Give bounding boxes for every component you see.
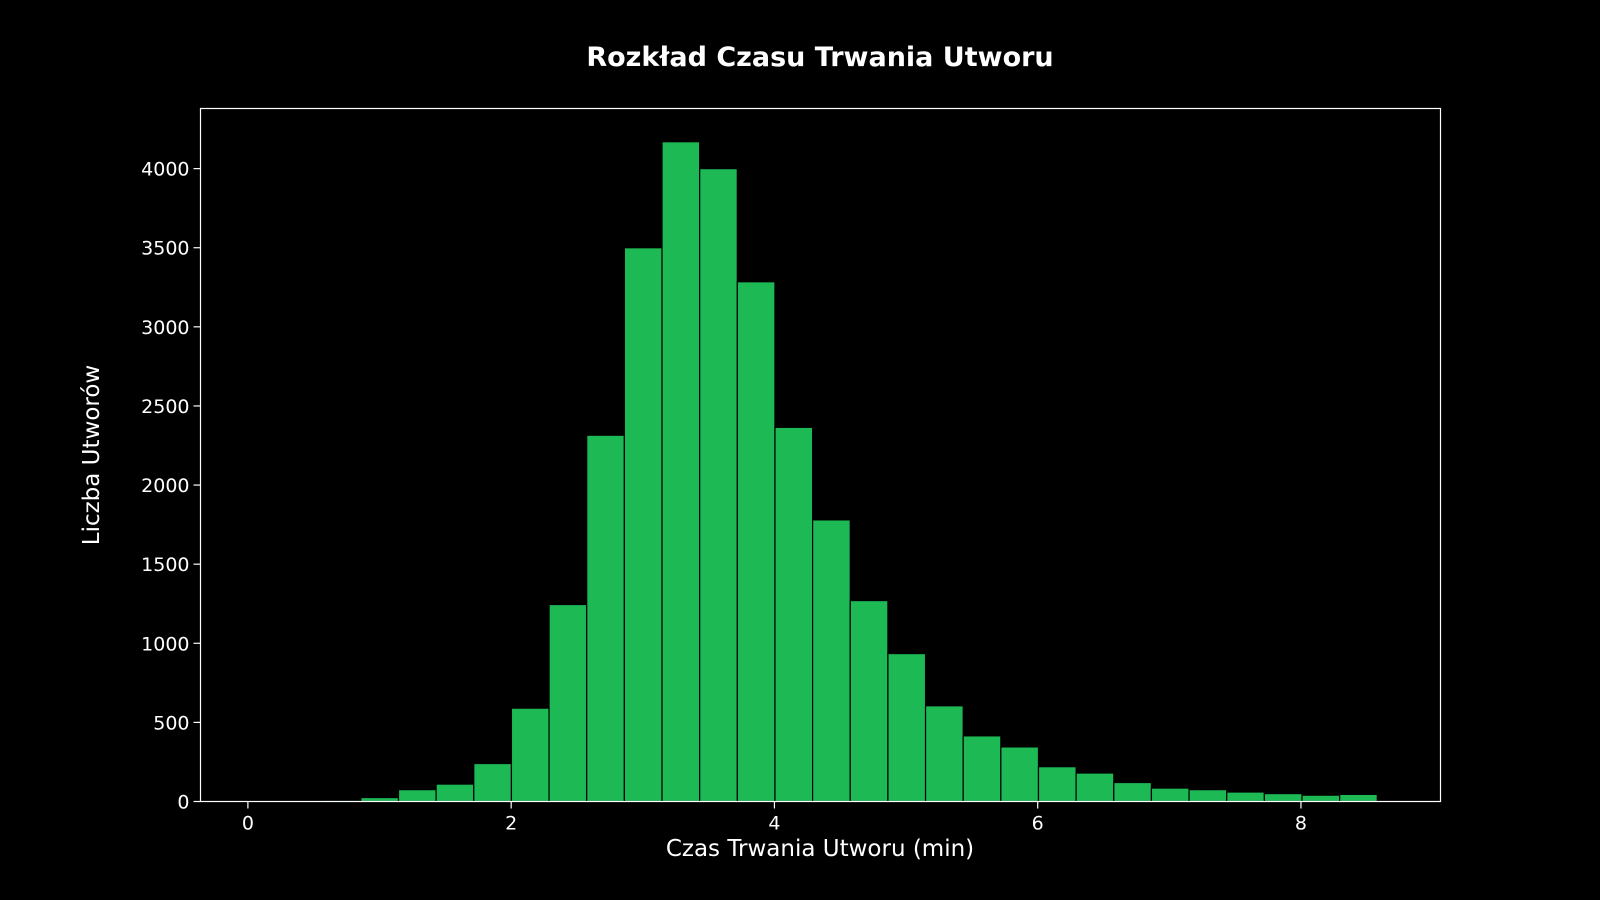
bars-group bbox=[247, 141, 1378, 803]
histogram-bar bbox=[774, 426, 814, 803]
histogram-bar bbox=[962, 735, 1002, 803]
y-axis-label: Liczba Utworów bbox=[79, 365, 105, 546]
histogram-bar bbox=[1037, 766, 1077, 803]
histogram-bar bbox=[849, 599, 889, 803]
histogram-bar bbox=[1226, 791, 1265, 803]
x-axis-label: Czas Trwania Utworu (min) bbox=[666, 836, 974, 862]
histogram-bar bbox=[699, 168, 738, 803]
histogram-bar bbox=[473, 762, 513, 803]
histogram-bar bbox=[1301, 794, 1341, 803]
histogram-bar bbox=[397, 789, 437, 803]
x-axis-ticks: 0 2 4 6 8 bbox=[242, 801, 1307, 835]
histogram-bar bbox=[586, 434, 625, 803]
y-tick-label: 500 bbox=[153, 712, 189, 734]
x-tick-label: 2 bbox=[505, 813, 517, 835]
y-tick-label: 4000 bbox=[141, 159, 189, 181]
x-tick-label: 4 bbox=[768, 813, 780, 835]
y-tick-label: 2000 bbox=[141, 475, 189, 497]
y-tick-label: 2500 bbox=[141, 396, 189, 418]
x-tick-label: 8 bbox=[1295, 813, 1307, 835]
y-tick-label: 3000 bbox=[141, 317, 189, 339]
y-tick-label: 1500 bbox=[141, 554, 189, 576]
histogram-bar bbox=[1263, 792, 1303, 803]
histogram-bar bbox=[661, 141, 701, 803]
y-tick-label: 0 bbox=[177, 792, 189, 814]
chart-title: Rozkład Czasu Trwania Utworu bbox=[586, 42, 1053, 73]
histogram-bar bbox=[924, 705, 964, 803]
x-tick-label: 6 bbox=[1032, 813, 1044, 835]
histogram-bar bbox=[510, 707, 550, 803]
plot-frame bbox=[199, 107, 1442, 803]
histogram-bar bbox=[1113, 781, 1153, 803]
histogram-bar bbox=[1188, 789, 1228, 803]
histogram-bar bbox=[736, 281, 776, 803]
y-axis-ticks: 0 500 1000 1500 2000 2500 3000 3500 4000 bbox=[141, 159, 201, 814]
x-tick-label: 0 bbox=[242, 813, 254, 835]
histogram-bar bbox=[1000, 746, 1040, 803]
histogram-bar bbox=[1150, 787, 1190, 803]
y-tick-label: 1000 bbox=[141, 633, 189, 655]
histogram-bar bbox=[548, 603, 588, 803]
histogram-bar bbox=[1339, 793, 1378, 803]
histogram-bar bbox=[1075, 772, 1115, 803]
histogram-bar bbox=[812, 519, 851, 803]
histogram-bar bbox=[887, 652, 927, 803]
histogram-bar bbox=[623, 247, 663, 803]
y-tick-label: 3500 bbox=[141, 238, 189, 260]
histogram-bar bbox=[435, 783, 475, 803]
